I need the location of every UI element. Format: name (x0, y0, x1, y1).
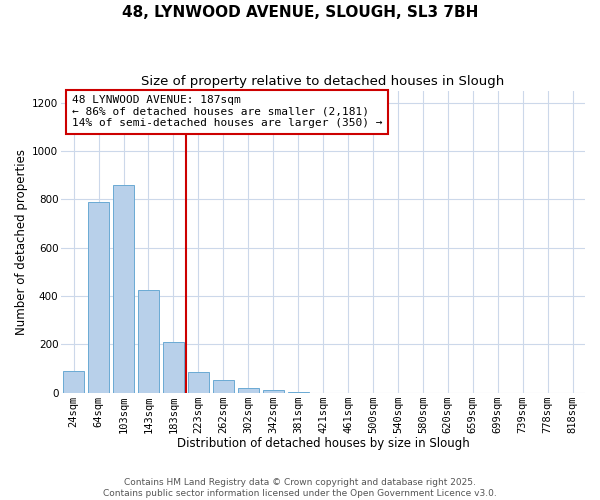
Bar (188, 372, 209, 392)
Text: Contains HM Land Registry data © Crown copyright and database right 2025.
Contai: Contains HM Land Registry data © Crown c… (103, 478, 497, 498)
X-axis label: Distribution of detached houses by size in Slough: Distribution of detached houses by size … (177, 437, 469, 450)
Bar (263, 390, 284, 392)
Text: 48, LYNWOOD AVENUE, SLOUGH, SL3 7BH: 48, LYNWOOD AVENUE, SLOUGH, SL3 7BH (122, 5, 478, 20)
Bar (88, 202, 109, 392)
Bar (238, 388, 259, 392)
Bar (163, 342, 184, 392)
Bar (213, 380, 234, 392)
Text: 48 LYNWOOD AVENUE: 187sqm
← 86% of detached houses are smaller (2,181)
14% of se: 48 LYNWOOD AVENUE: 187sqm ← 86% of detac… (71, 95, 382, 128)
Bar (63, 371, 84, 392)
Bar (138, 290, 159, 392)
Title: Size of property relative to detached houses in Slough: Size of property relative to detached ho… (142, 75, 505, 88)
Bar (113, 185, 134, 392)
Y-axis label: Number of detached properties: Number of detached properties (15, 148, 28, 334)
